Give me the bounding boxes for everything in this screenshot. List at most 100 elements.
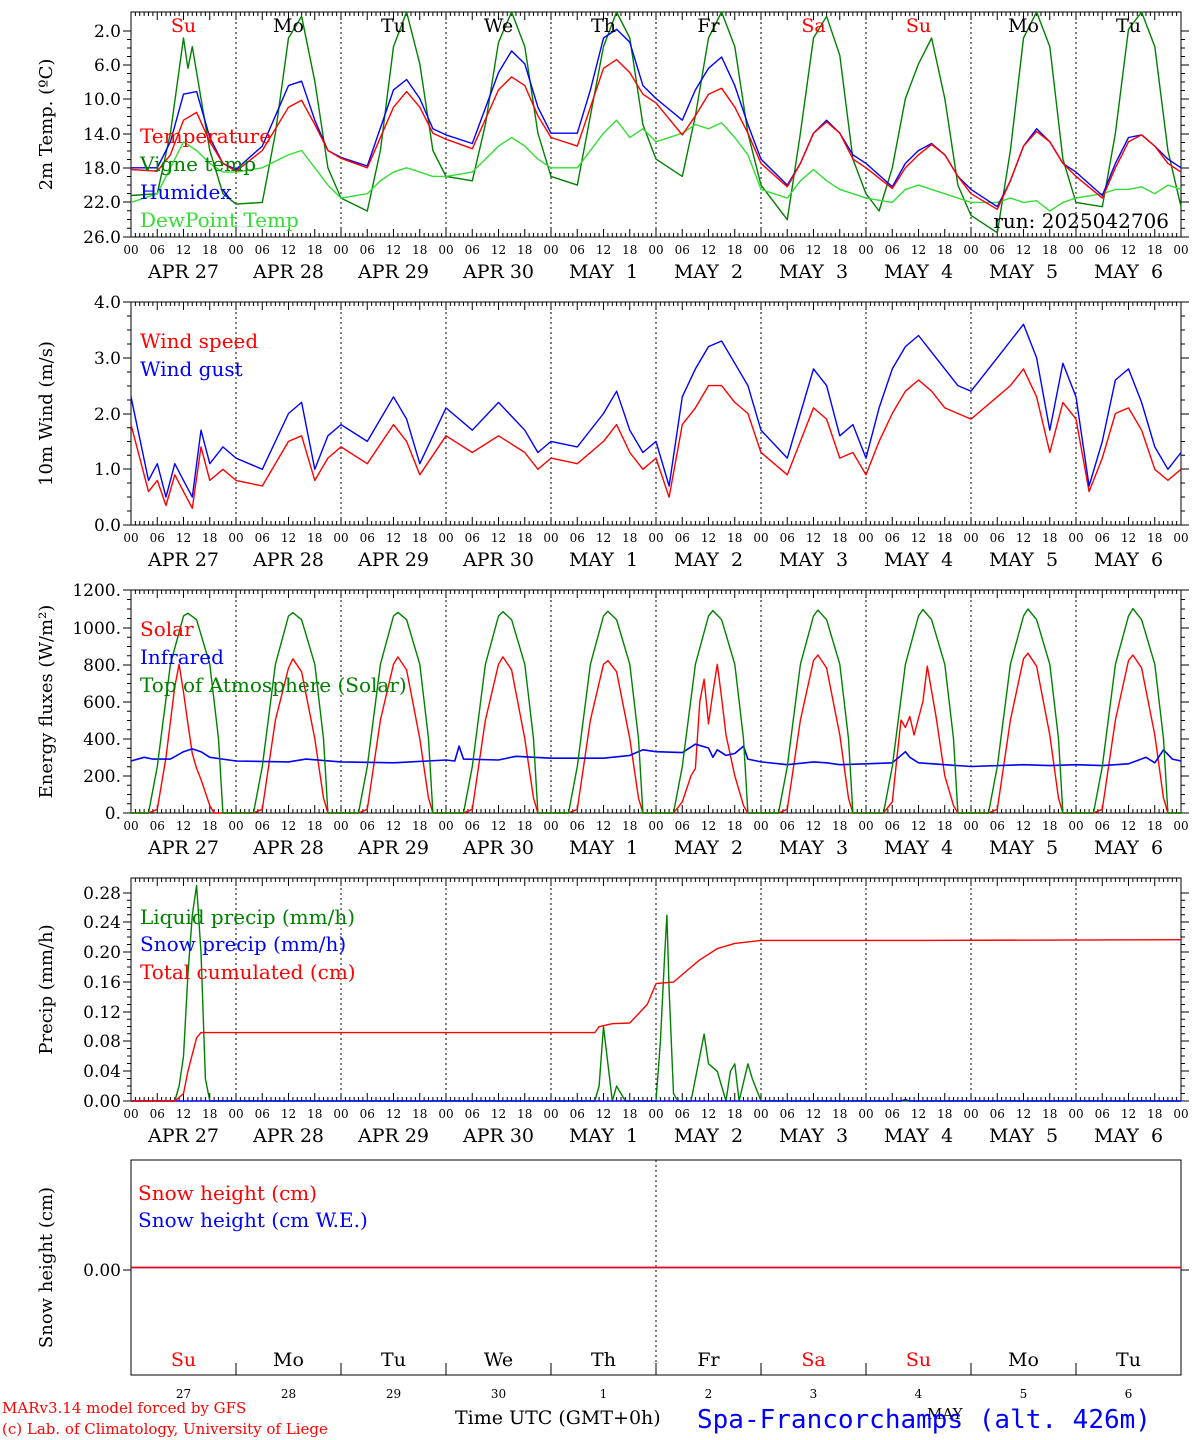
y-tick-label: 4.0	[94, 293, 121, 313]
date-label: MAY 4	[884, 549, 953, 571]
hour-label: 00	[753, 819, 768, 833]
legend-entry: Wind gust	[140, 357, 243, 381]
hour-label: 00	[858, 243, 873, 257]
y-tick-label: 0.00	[83, 1092, 121, 1112]
day-number-label: 6	[1125, 1387, 1133, 1401]
hour-label: 18	[517, 531, 532, 545]
hour-label: 06	[885, 531, 900, 545]
y-axis-label: 10m Wind (m/s)	[36, 341, 57, 486]
hour-label: 00	[753, 243, 768, 257]
hour-label: 12	[596, 1107, 611, 1121]
hour-label: 18	[622, 243, 637, 257]
hour-label: 06	[570, 1107, 585, 1121]
date-label: APR 29	[357, 837, 429, 859]
hour-label: 12	[386, 819, 401, 833]
hour-label: 06	[675, 819, 690, 833]
weekday-label: Tu	[1116, 1349, 1141, 1371]
weekday-label: Tu	[381, 15, 406, 37]
hour-label: 06	[255, 1107, 270, 1121]
date-label: APR 27	[147, 1125, 219, 1147]
hour-label: 00	[543, 531, 558, 545]
date-label: MAY 2	[674, 549, 743, 571]
hour-label: 12	[176, 243, 191, 257]
weekday-label: Su	[171, 1349, 196, 1371]
hour-label: 18	[727, 531, 742, 545]
weekday-label: Su	[906, 15, 931, 37]
hour-label: 00	[1173, 243, 1188, 257]
hour-label: 12	[491, 243, 506, 257]
date-label: APR 27	[147, 261, 219, 283]
y-tick-label: 1200.	[72, 581, 121, 601]
hour-label: 12	[701, 1107, 716, 1121]
legend-entry: Total cumulated (cm)	[140, 960, 356, 984]
y-tick-label: 200.	[83, 767, 121, 787]
hour-label: 18	[517, 1107, 532, 1121]
date-label: MAY 4	[884, 261, 953, 283]
hour-label: 12	[281, 1107, 296, 1121]
hour-label: 18	[412, 243, 427, 257]
panel-4: 00 06 12 18 00 06 12 18 00 06 12 18 00 06 12 18 00 06 12 18…	[36, 877, 1189, 1147]
weekday-label: Su	[171, 15, 196, 37]
hour-label: 06	[780, 819, 795, 833]
hour-label: 12	[806, 819, 821, 833]
run-label: run: 2025042706	[993, 209, 1169, 233]
hour-label: 06	[255, 243, 270, 257]
hour-label: 06	[990, 819, 1005, 833]
date-label: APR 29	[357, 549, 429, 571]
hour-label: 00	[228, 243, 243, 257]
hour-label: 00	[228, 819, 243, 833]
weekday-label: Su	[906, 1349, 931, 1371]
hour-label: 00	[1068, 531, 1083, 545]
legend-entry: Top of Atmosphere (Solar)	[140, 673, 407, 697]
hour-label: 12	[701, 531, 716, 545]
y-tick-label: 2.0	[94, 22, 121, 42]
hour-label: 00	[963, 819, 978, 833]
hour-label: 18	[202, 531, 217, 545]
series-line-wind-gust	[130, 323, 1182, 498]
hour-label: 12	[1016, 531, 1031, 545]
legend-entry: Snow precip (mm/h)	[140, 932, 346, 956]
hour-label: 12	[281, 243, 296, 257]
hour-label: 06	[255, 531, 270, 545]
hour-label: 00	[438, 531, 453, 545]
hour-label: 06	[360, 1107, 375, 1121]
hour-label: 06	[1095, 1107, 1110, 1121]
hour-label: 18	[307, 1107, 322, 1121]
hour-label: 12	[491, 531, 506, 545]
hour-label: 12	[176, 819, 191, 833]
hour-label: 06	[675, 1107, 690, 1121]
hour-label: 06	[1095, 531, 1110, 545]
date-label: APR 30	[462, 1125, 534, 1147]
y-tick-label: 0.08	[83, 1032, 121, 1052]
hour-label: 18	[1042, 531, 1057, 545]
weekday-label: We	[484, 1349, 513, 1371]
hour-label: 00	[1173, 1107, 1188, 1121]
hour-label: 06	[990, 1107, 1005, 1121]
date-label: MAY 2	[674, 837, 743, 859]
hour-label: 12	[281, 531, 296, 545]
date-label: MAY 3	[779, 549, 848, 571]
y-tick-label: 6.0	[94, 56, 121, 76]
hour-label: 18	[307, 531, 322, 545]
legend-entry: Infrared	[140, 645, 224, 669]
weekday-label: Tu	[381, 1349, 406, 1371]
date-label: MAY 1	[569, 837, 638, 859]
y-axis-label: Precip (mm/h)	[36, 924, 57, 1054]
hour-label: 00	[1068, 819, 1083, 833]
date-label: MAY 1	[569, 549, 638, 571]
date-label: APR 27	[147, 549, 219, 571]
hour-label: 06	[570, 819, 585, 833]
day-number-label: 1	[600, 1387, 608, 1401]
legend-entry: Liquid precip (mm/h)	[140, 905, 355, 929]
day-number-label: 5	[1020, 1387, 1028, 1401]
hour-label: 00	[543, 819, 558, 833]
date-label: APR 28	[252, 549, 324, 571]
hour-label: 12	[806, 1107, 821, 1121]
series-line-vigne-temp	[130, 11, 1182, 234]
hour-label: 00	[858, 819, 873, 833]
hour-label: 00	[543, 243, 558, 257]
legend-entry: DewPoint Temp	[140, 208, 299, 232]
hour-label: 00	[1068, 243, 1083, 257]
y-tick-label: 3.0	[94, 349, 121, 369]
